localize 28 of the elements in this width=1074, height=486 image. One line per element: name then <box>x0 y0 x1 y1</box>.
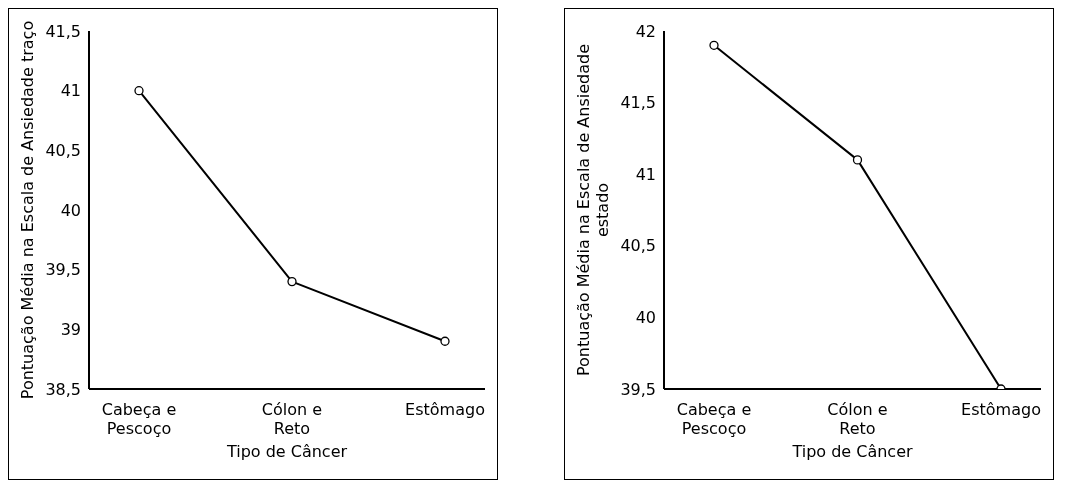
point <box>852 155 863 165</box>
x-tick-label: Cabeça e Pescoço <box>676 400 752 438</box>
y-tick-label: 39 <box>60 320 81 340</box>
y-tick-label: 41 <box>635 164 656 184</box>
y-tick-label: 40 <box>60 200 81 220</box>
y-tick-label: 41,5 <box>620 93 656 113</box>
y-axis-title: Pontuação Média na Escala de Ansiedade traço <box>18 20 37 400</box>
y-tick-label: 40,5 <box>45 141 81 161</box>
y-tick-label: 39,5 <box>620 379 656 399</box>
x-tick-label: Cabeça e Pescoço <box>101 400 177 438</box>
point <box>134 86 144 96</box>
y-tick-label: 38,5 <box>45 379 81 399</box>
point <box>287 276 297 287</box>
x-tick-label: Estômago <box>405 400 485 419</box>
y-tick-label: 42 <box>635 21 656 41</box>
y-tick-label: 41,5 <box>45 21 81 41</box>
x-axis-title: Tipo de Câncer <box>791 442 914 461</box>
x-axis-title: Tipo de Câncer <box>225 442 348 461</box>
point <box>709 40 719 50</box>
x-tick-label: Cólon e Reto <box>261 400 323 438</box>
point <box>440 336 450 346</box>
x-tick-label: Cólon e Reto <box>827 400 888 438</box>
y-tick-label: 39,5 <box>45 260 81 280</box>
y-tick-label: 40,5 <box>620 236 656 256</box>
x-tick-label: Estômago <box>961 400 1041 419</box>
y-tick-label: 40 <box>635 308 656 328</box>
y-axis-title: Pontuação Média na Escala de Ansiedade estado <box>574 43 612 377</box>
y-tick-label: 41 <box>60 81 81 101</box>
